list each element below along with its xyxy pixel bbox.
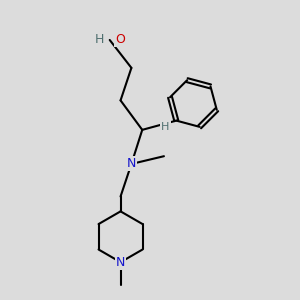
Text: H: H (161, 122, 170, 132)
Text: H: H (95, 34, 104, 46)
Text: N: N (116, 256, 125, 269)
Text: N: N (127, 158, 136, 170)
Text: O: O (115, 34, 125, 46)
